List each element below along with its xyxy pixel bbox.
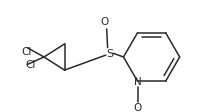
Text: Cl: Cl: [25, 60, 36, 70]
Text: O: O: [133, 103, 142, 112]
Text: S: S: [106, 49, 113, 59]
Text: O: O: [101, 17, 109, 27]
Text: Cl: Cl: [22, 47, 32, 57]
Text: N: N: [134, 77, 141, 87]
